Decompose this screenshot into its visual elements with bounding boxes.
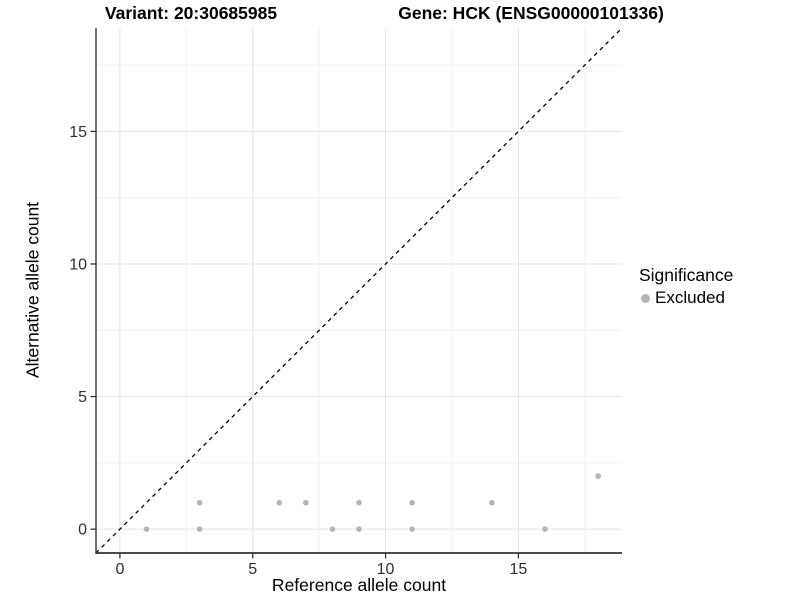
data-point xyxy=(356,526,362,532)
y-tick-label: 10 xyxy=(69,256,87,273)
data-point xyxy=(542,526,548,532)
x-axis-title: Reference allele count xyxy=(271,575,447,595)
data-point xyxy=(356,499,362,506)
gene-title: Gene: HCK (ENSG00000101336) xyxy=(398,3,664,23)
variant-title: Variant: 20:30685985 xyxy=(104,3,278,23)
x-tick-label: 10 xyxy=(377,561,395,578)
excluded-point-swatch-icon xyxy=(641,294,650,303)
x-tick-label: 0 xyxy=(115,561,124,578)
y-tick-label: 5 xyxy=(78,389,87,406)
data-point xyxy=(595,473,601,479)
data-point xyxy=(196,526,203,532)
data-point xyxy=(276,499,283,506)
identity-dashed-line xyxy=(95,27,623,554)
data-point xyxy=(409,526,415,532)
x-tick-label: 5 xyxy=(248,561,257,578)
legend: Significance Excluded xyxy=(639,265,733,308)
data-point xyxy=(143,526,150,532)
x-tick-label: 15 xyxy=(509,561,527,578)
data-point xyxy=(489,499,495,506)
legend-title: Significance xyxy=(639,265,734,285)
data-point xyxy=(329,526,336,532)
y-tick-label: 15 xyxy=(69,124,87,141)
data-point xyxy=(303,499,309,506)
legend-item-label: Excluded xyxy=(655,288,725,307)
legend-item-excluded: Excluded xyxy=(639,288,733,308)
data-point xyxy=(409,499,415,506)
y-tick-label: 0 xyxy=(78,522,87,539)
data-point xyxy=(196,499,203,506)
y-axis-title: Alternative allele count xyxy=(22,201,43,379)
